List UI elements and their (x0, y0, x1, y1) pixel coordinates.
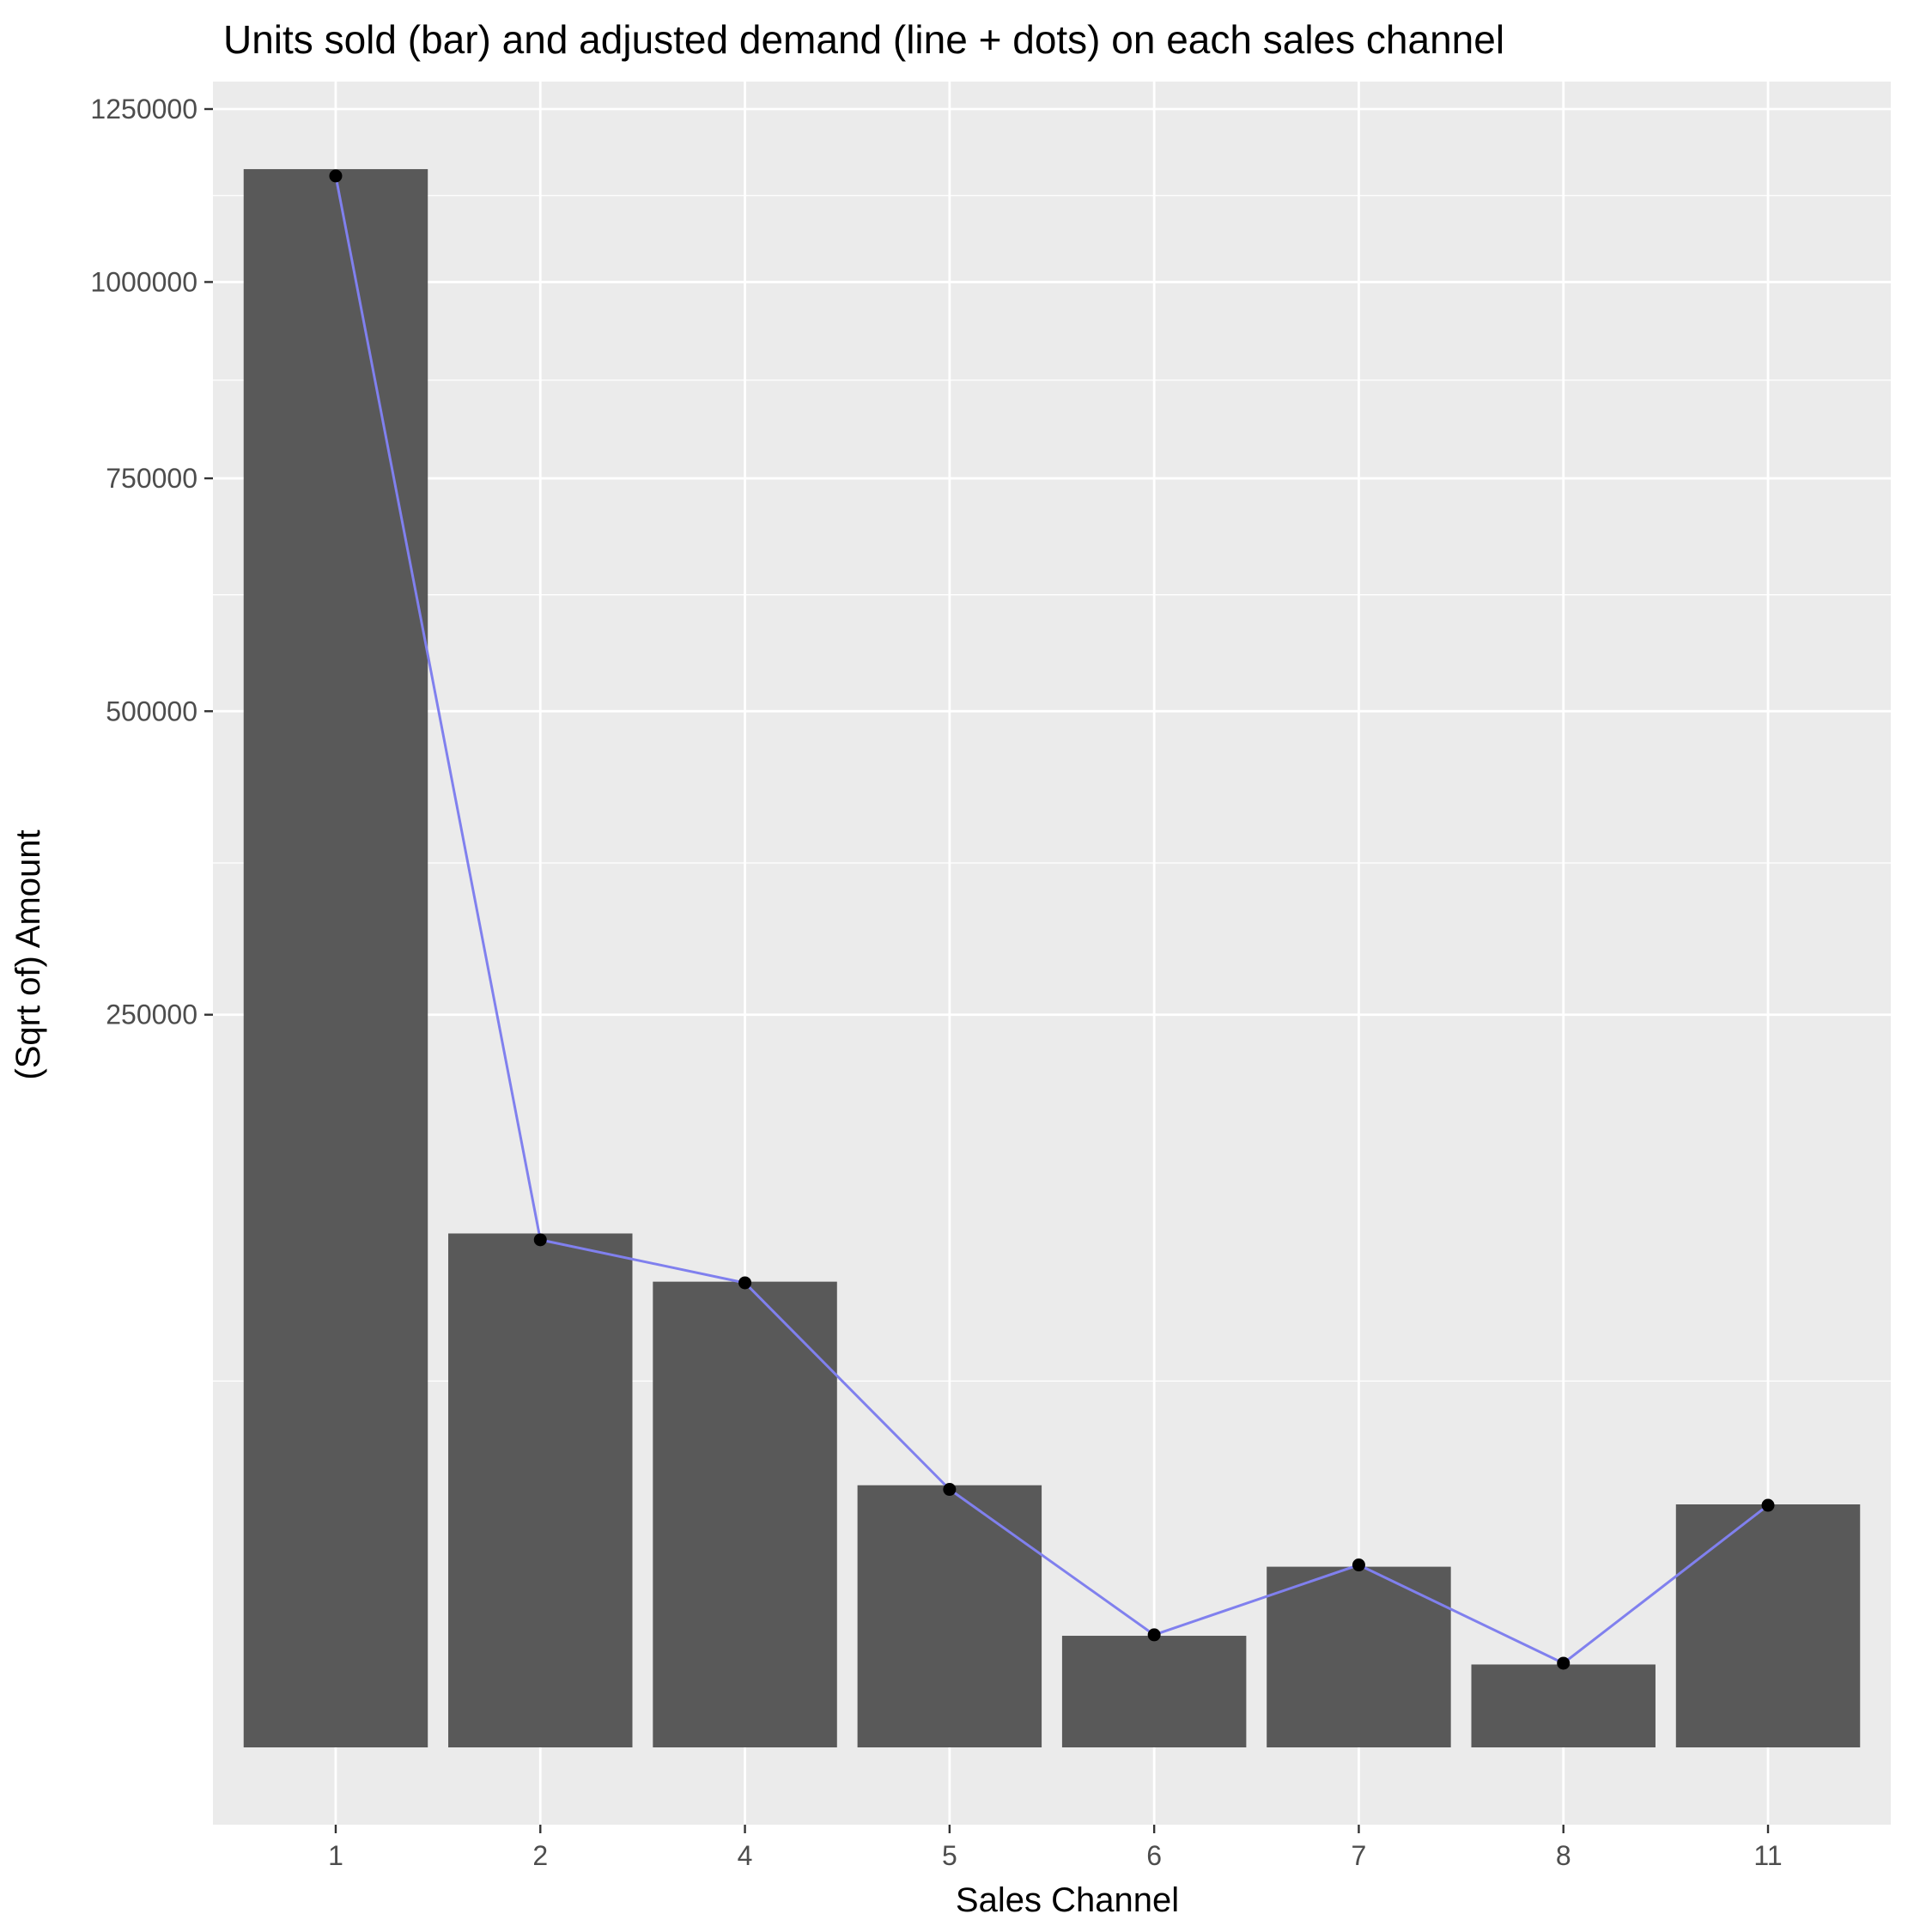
bar (653, 1281, 837, 1747)
demand-point (1761, 1498, 1775, 1512)
x-tick-label: 11 (1753, 1840, 1782, 1871)
bar (1471, 1664, 1656, 1747)
bar (1675, 1504, 1861, 1747)
chart-title: Units sold (bar) and adjusted demand (li… (223, 17, 1504, 62)
demand-points (329, 169, 1775, 1670)
demand-point (1147, 1628, 1161, 1642)
x-tick-label: 5 (942, 1840, 957, 1871)
x-axis: 1 2 4 5 6 7 8 11 (328, 1825, 1783, 1871)
demand-point (1557, 1656, 1571, 1670)
x-tick-label: 4 (738, 1840, 753, 1871)
y-tick-label: 500000 (106, 696, 197, 726)
bar (243, 168, 428, 1748)
x-tick-label: 7 (1352, 1840, 1367, 1871)
y-tick-label: 250000 (106, 999, 197, 1030)
y-axis: 250000 500000 750000 1000000 1250000 (90, 94, 213, 1030)
demand-point (1352, 1558, 1365, 1572)
x-tick-label: 6 (1146, 1840, 1162, 1871)
demand-point (533, 1233, 547, 1247)
demand-line (334, 175, 1769, 1665)
bar (1061, 1636, 1247, 1747)
bar (857, 1485, 1042, 1747)
x-tick-label: 1 (328, 1840, 343, 1871)
demand-line-layer (334, 175, 1769, 1665)
bars (243, 168, 1861, 1748)
y-tick-label: 750000 (106, 463, 197, 494)
demand-point (738, 1276, 752, 1290)
demand-point (329, 169, 343, 183)
demand-point (943, 1483, 957, 1497)
x-axis-title: Sales Channel (956, 1881, 1179, 1919)
y-axis-title: (Sqrt of) Amount (9, 829, 47, 1079)
x-tick-label: 2 (532, 1840, 548, 1871)
bar (1267, 1566, 1451, 1747)
y-tick-label: 1000000 (90, 266, 197, 297)
bar (448, 1233, 633, 1747)
y-tick-label: 1250000 (90, 94, 197, 125)
x-tick-label: 8 (1556, 1840, 1571, 1871)
